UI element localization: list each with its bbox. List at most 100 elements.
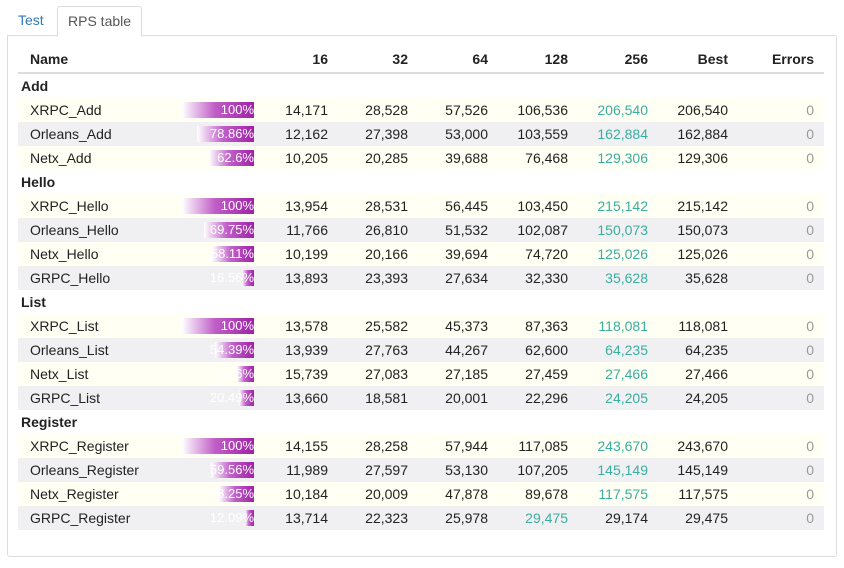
cell-v32: 22,323 (338, 506, 418, 530)
row-name: XRPC_Add (18, 98, 182, 122)
relative-bar-cell: 100% (182, 314, 258, 338)
row-name: XRPC_List (18, 314, 182, 338)
cell-v32: 20,166 (338, 242, 418, 266)
relative-bar-fill (242, 270, 254, 286)
cell-v16: 13,578 (258, 314, 338, 338)
relative-bar: 12.09% (182, 510, 254, 526)
cell-best: 150,073 (658, 218, 738, 242)
cell-v32: 28,258 (338, 434, 418, 458)
group-label: List (18, 290, 824, 314)
table-row: GRPC_Register 12.09% 13,714 22,323 25,978 29,… (18, 506, 824, 530)
col-header-256: 256 (578, 46, 658, 74)
group-row: Add (18, 73, 824, 98)
cell-errors: 0 (738, 146, 824, 170)
cell-v256: 243,670 (578, 434, 658, 458)
relative-bar-label: 78.86% (209, 126, 254, 141)
relative-bar: 69.75% (182, 222, 254, 238)
cell-errors: 0 (738, 218, 824, 242)
relative-bar: 100% (182, 318, 254, 334)
relative-bar: 78.86% (182, 126, 254, 142)
cell-errors: 0 (738, 122, 824, 146)
cell-v32: 27,398 (338, 122, 418, 146)
cell-best: 117,575 (658, 482, 738, 506)
cell-v256: 129,306 (578, 146, 658, 170)
cell-v256: 117,575 (578, 482, 658, 506)
table-row: Orleans_Hello 69.75% 11,766 26,810 51,532 102… (18, 218, 824, 242)
row-name: Orleans_Register (18, 458, 182, 482)
cell-v32: 18,581 (338, 386, 418, 410)
group-label: Hello (18, 170, 824, 194)
relative-bar-cell: 78.86% (182, 122, 258, 146)
relative-bar-fill (212, 246, 254, 262)
table-row: Netx_List 23.26% 15,739 27,083 27,185 27,459 2… (18, 362, 824, 386)
tab-test[interactable]: Test (18, 12, 44, 28)
relative-bar: 100% (182, 198, 254, 214)
cell-v256: 24,205 (578, 386, 658, 410)
cell-errors: 0 (738, 314, 824, 338)
cell-errors: 0 (738, 386, 824, 410)
cell-v32: 25,582 (338, 314, 418, 338)
cell-errors: 0 (738, 98, 824, 122)
cell-v32: 20,009 (338, 482, 418, 506)
cell-v256: 27,466 (578, 362, 658, 386)
cell-v128: 22,296 (498, 386, 578, 410)
cell-v64: 25,978 (418, 506, 498, 530)
relative-bar: 23.26% (182, 366, 254, 382)
relative-bar-label: 100% (220, 102, 254, 117)
relative-bar-cell: 16.56% (182, 266, 258, 290)
cell-v16: 10,199 (258, 242, 338, 266)
col-header-128: 128 (498, 46, 578, 74)
relative-bar: 59.56% (182, 462, 254, 478)
relative-bar-cell: 100% (182, 194, 258, 218)
cell-v16: 13,660 (258, 386, 338, 410)
cell-v32: 28,528 (338, 98, 418, 122)
cell-errors: 0 (738, 194, 824, 218)
cell-v64: 57,526 (418, 98, 498, 122)
relative-bar-fill (182, 438, 254, 454)
relative-bar-label: 12.09% (209, 510, 254, 525)
cell-v16: 13,954 (258, 194, 338, 218)
relative-bar-fill (219, 486, 254, 502)
relative-bar: 62.6% (182, 150, 254, 166)
cell-v64: 51,532 (418, 218, 498, 242)
cell-v32: 27,597 (338, 458, 418, 482)
row-name: Orleans_Add (18, 122, 182, 146)
col-header-32: 32 (338, 46, 418, 74)
cell-v16: 15,739 (258, 362, 338, 386)
cell-v256: 125,026 (578, 242, 658, 266)
col-header-16: 16 (258, 46, 338, 74)
row-name: XRPC_Hello (18, 194, 182, 218)
cell-v16: 13,893 (258, 266, 338, 290)
cell-best: 206,540 (658, 98, 738, 122)
tab-rps-table[interactable]: RPS table (57, 6, 143, 37)
col-header-name: Name (18, 46, 182, 74)
row-name: Orleans_Hello (18, 218, 182, 242)
cell-best: 27,466 (658, 362, 738, 386)
relative-bar-cell: 69.75% (182, 218, 258, 242)
cell-v64: 57,944 (418, 434, 498, 458)
cell-v16: 14,155 (258, 434, 338, 458)
col-header-64: 64 (418, 46, 498, 74)
cell-best: 215,142 (658, 194, 738, 218)
cell-v16: 11,766 (258, 218, 338, 242)
cell-v128: 103,450 (498, 194, 578, 218)
cell-errors: 0 (738, 434, 824, 458)
cell-errors: 0 (738, 482, 824, 506)
rps-table-panel: Name 16 32 64 128 256 Best Errors Add XRP… (7, 35, 837, 557)
cell-errors: 0 (738, 242, 824, 266)
cell-best: 125,026 (658, 242, 738, 266)
table-row: Netx_Hello 58.11% 10,199 20,166 39,694 74,720… (18, 242, 824, 266)
cell-v128: 117,085 (498, 434, 578, 458)
relative-bar-fill (211, 462, 254, 478)
cell-v64: 47,878 (418, 482, 498, 506)
cell-v16: 12,162 (258, 122, 338, 146)
table-row: Orleans_List 54.39% 13,939 27,763 44,267 62,6… (18, 338, 824, 362)
relative-bar: 100% (182, 102, 254, 118)
group-row: Register (18, 410, 824, 434)
relative-bar-fill (182, 102, 254, 118)
cell-v128: 103,559 (498, 122, 578, 146)
rps-table: Name 16 32 64 128 256 Best Errors Add XRP… (18, 46, 824, 530)
relative-bar-fill (197, 126, 254, 142)
relative-bar-label: 100% (220, 198, 254, 213)
tab-bar: Test RPS table (8, 6, 836, 37)
